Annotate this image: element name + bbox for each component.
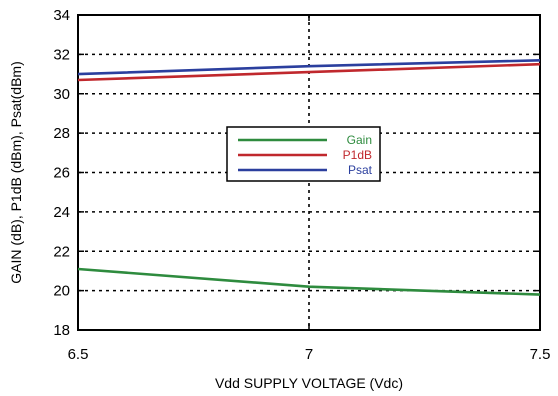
series-line-p1db [77, 62, 541, 82]
y-axis-label: GAIN (dB), P1dB (dBm), Psat(dBm) [8, 61, 24, 284]
y-tick-label: 34 [53, 7, 70, 24]
legend-label-gain: Gain [347, 133, 372, 147]
legend-label-p1db: P1dB [343, 148, 372, 162]
y-tick-label: 30 [53, 86, 70, 103]
x-tick-label: 7 [305, 346, 313, 363]
y-tick-label: 22 [53, 243, 70, 260]
y-tick-label: 20 [53, 283, 70, 300]
series-line-psat [77, 59, 541, 76]
y-tick-label: 26 [53, 165, 70, 182]
series-line-gain [77, 267, 541, 296]
y-tick-label: 28 [53, 125, 70, 142]
x-tick-label: 6.5 [68, 346, 89, 363]
legend-label-psat: Psat [348, 163, 373, 177]
x-tick-label: 7.5 [530, 346, 551, 363]
x-axis-label: Vdd SUPPLY VOLTAGE (Vdc) [215, 375, 403, 391]
y-tick-label: 24 [53, 204, 70, 221]
axis-ticks: 18 20 22 24 26 28 30 32 34 6.5 7 7.5 [53, 7, 550, 363]
y-tick-label: 32 [53, 46, 70, 63]
y-tick-label: 18 [53, 322, 70, 339]
series-lines [77, 59, 541, 296]
